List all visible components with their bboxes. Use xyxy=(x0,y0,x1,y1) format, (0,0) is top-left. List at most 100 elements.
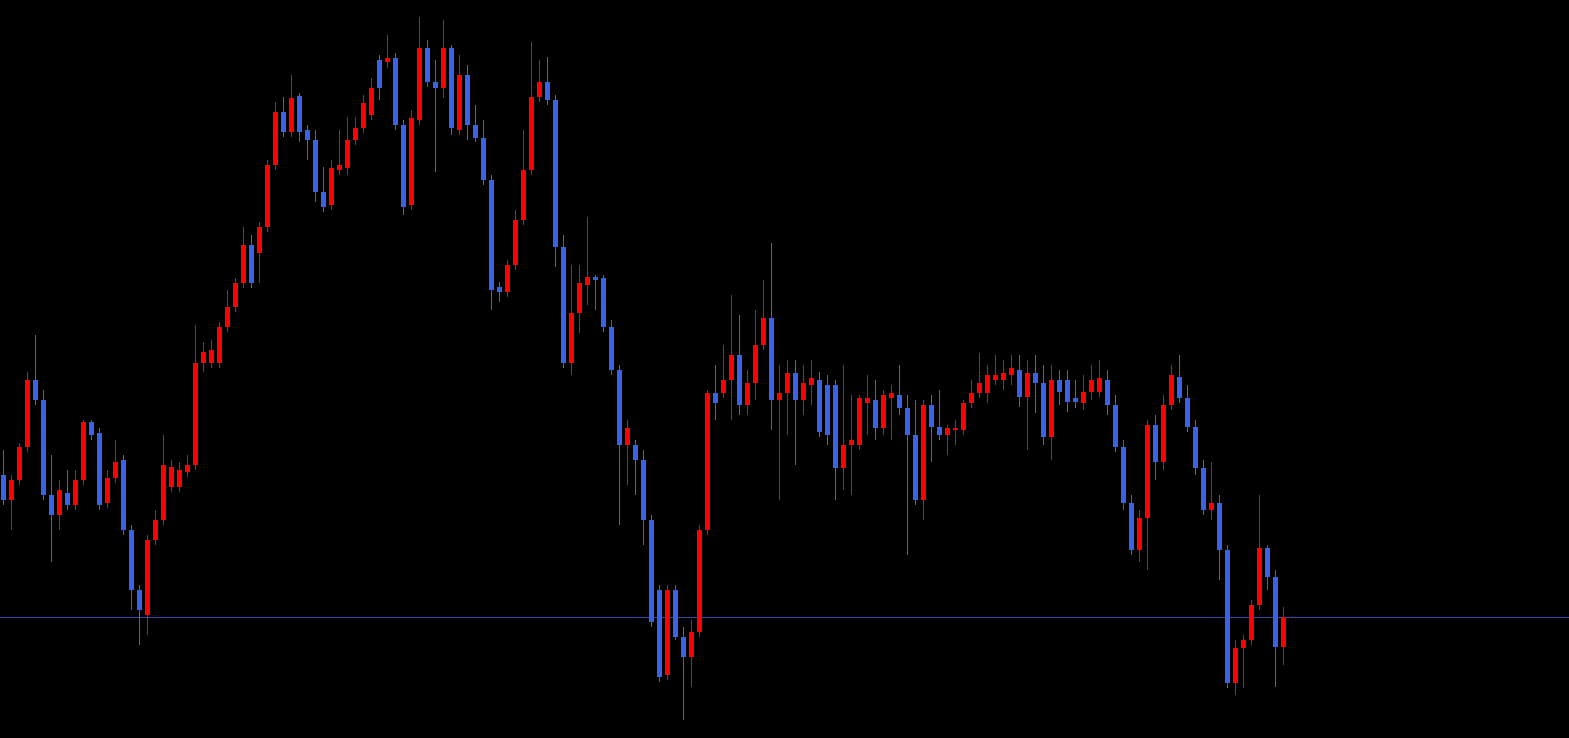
candle-body xyxy=(481,138,486,180)
candle-body xyxy=(257,227,262,253)
candle-body xyxy=(881,395,886,428)
candle-body xyxy=(313,140,318,192)
candle-body xyxy=(129,530,134,590)
candle-body xyxy=(409,118,414,205)
candle-body xyxy=(921,405,926,500)
candle-body xyxy=(65,493,70,505)
candle-body xyxy=(1065,380,1070,402)
candle-body xyxy=(1201,468,1206,510)
candle-body xyxy=(121,460,126,530)
candle-body xyxy=(281,112,286,132)
candle-body xyxy=(993,375,998,380)
candle-body xyxy=(1017,370,1022,397)
candle-body xyxy=(865,398,870,403)
candle-body xyxy=(801,383,806,400)
candle-body xyxy=(1193,427,1198,468)
candle-body xyxy=(833,385,838,468)
candle-body xyxy=(649,520,654,622)
candle-body xyxy=(937,427,942,435)
candle-body xyxy=(25,380,30,447)
candle-body xyxy=(465,75,470,125)
candle-body xyxy=(1113,405,1118,447)
candle-body xyxy=(609,327,614,370)
candle-body xyxy=(489,180,494,290)
candle-body xyxy=(953,428,958,430)
candle-body xyxy=(841,445,846,468)
candle-body xyxy=(721,380,726,393)
candle-body xyxy=(1105,380,1110,405)
candle-body xyxy=(945,428,950,435)
candle-body xyxy=(705,393,710,530)
candle-body xyxy=(1241,640,1246,648)
candle-body xyxy=(441,48,446,88)
candle-body xyxy=(529,97,534,170)
candle-body xyxy=(521,170,526,220)
candle-body xyxy=(273,112,278,165)
candle-body xyxy=(737,355,742,405)
candle-body xyxy=(105,478,110,503)
candle-body xyxy=(905,408,910,435)
candle-body xyxy=(825,385,830,435)
candle-body xyxy=(1001,373,1006,380)
candle-body xyxy=(353,128,358,140)
candle-body xyxy=(689,632,694,657)
candle-body xyxy=(1273,577,1278,647)
candle-body xyxy=(745,383,750,405)
candle-body xyxy=(665,590,670,675)
candle-body xyxy=(265,165,270,227)
candle-body xyxy=(641,460,646,520)
candle-body xyxy=(657,590,662,677)
candle-body xyxy=(513,220,518,265)
candle-body xyxy=(553,100,558,247)
candle-body xyxy=(425,48,430,82)
candle-body xyxy=(969,393,974,403)
candle-body xyxy=(977,383,982,393)
candle-body xyxy=(1145,425,1150,518)
candle-body xyxy=(1097,378,1102,392)
candle-body xyxy=(81,422,86,480)
candle-body xyxy=(249,245,254,283)
candle-body xyxy=(761,318,766,345)
candle-body xyxy=(217,327,222,363)
candle-body xyxy=(1049,380,1054,437)
candle-body xyxy=(1041,383,1046,437)
candle-body xyxy=(1281,617,1286,647)
candle-body xyxy=(697,530,702,632)
candle-body xyxy=(857,398,862,445)
candle-body xyxy=(241,245,246,283)
candle-body xyxy=(545,82,550,100)
candle-body xyxy=(929,405,934,427)
candle-body xyxy=(1177,377,1182,398)
candle-body xyxy=(1081,392,1086,403)
candle-body xyxy=(1033,373,1038,383)
candle-body xyxy=(137,590,142,610)
candle-body xyxy=(961,403,966,430)
candle-body xyxy=(537,82,542,97)
candle-body xyxy=(337,165,342,170)
candle-body xyxy=(585,277,590,285)
candle-body xyxy=(89,422,94,435)
candle-body xyxy=(897,395,902,408)
candle-body xyxy=(1209,503,1214,510)
candle-body xyxy=(233,283,238,307)
candle-body xyxy=(633,445,638,460)
candle-body xyxy=(33,380,38,400)
candle-body xyxy=(569,313,574,363)
candle-body xyxy=(201,352,206,363)
candle-body xyxy=(769,318,774,400)
candle-body xyxy=(113,462,118,478)
candle-body xyxy=(41,400,46,495)
candle-body xyxy=(1233,648,1238,683)
candle-body xyxy=(17,447,22,480)
candle-body xyxy=(345,140,350,168)
candle-body xyxy=(169,467,174,487)
candle-body xyxy=(209,350,214,363)
candle-body xyxy=(329,168,334,205)
candle-body xyxy=(457,75,462,130)
candle-body xyxy=(321,192,326,207)
candle-body xyxy=(1161,405,1166,462)
candle-body xyxy=(393,58,398,125)
